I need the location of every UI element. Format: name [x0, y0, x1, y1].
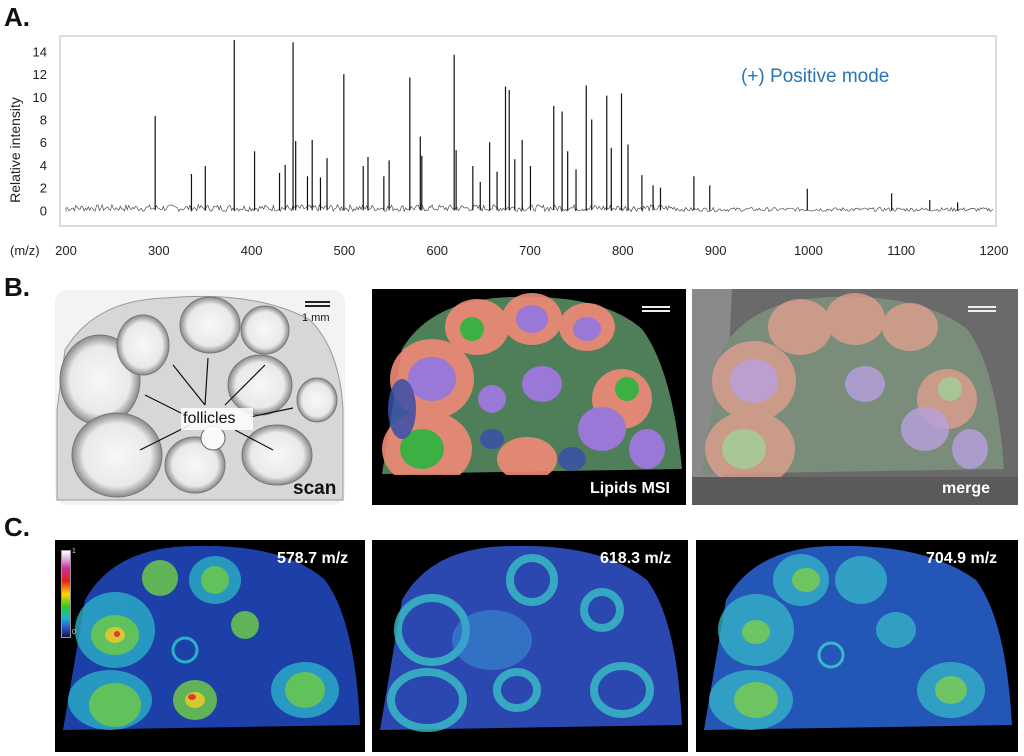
- mode-annotation: (+) Positive mode: [741, 66, 889, 87]
- noise-baseline: [65, 203, 994, 213]
- x-tick-labels: 200 300 400 500 600 700 800 900 1000 1100 1200: [55, 243, 1008, 258]
- y-tick-label: 4: [40, 158, 47, 173]
- panel-label-a: A.: [4, 2, 30, 32]
- y-tick-label: 12: [33, 67, 47, 82]
- x-tick-label: 300: [148, 243, 170, 258]
- y-tick-label: 0: [40, 203, 47, 218]
- x-axis-unit-label: (m/z): [10, 243, 40, 258]
- y-tick-label: 8: [40, 112, 47, 127]
- x-tick-label: 600: [426, 243, 448, 258]
- baseline-noise: [65, 203, 994, 213]
- colorbar-top-label: 1: [72, 548, 76, 555]
- scale-bar-label: 1 mm: [302, 312, 330, 324]
- x-tick-label: 900: [705, 243, 727, 258]
- x-tick-label: 1000: [794, 243, 823, 258]
- mass-spectrum-chart: 0 2 4 6 8 10 12 14 200 300 400 500 600 700 800 900 1000…: [7, 35, 1008, 258]
- merge-image: merge: [692, 289, 1018, 505]
- y-tick-labels: 0 2 4 6 8 10 12 14: [33, 44, 47, 218]
- lipids-msi-image: Lipids MSI: [372, 289, 686, 505]
- ion-image-578: 1 0 578.7 m/z: [55, 540, 365, 752]
- y-tick-label: 14: [33, 44, 47, 59]
- ion-image-label: 578.7 m/z: [277, 550, 349, 567]
- colorbar-bottom-label: 0: [72, 629, 76, 636]
- y-tick-label: 10: [33, 90, 47, 105]
- y-tick-label: 2: [40, 181, 47, 196]
- x-tick-label: 700: [519, 243, 541, 258]
- follicles-label: follicles: [183, 410, 236, 427]
- panel-label-c: C.: [4, 512, 30, 542]
- x-tick-label: 800: [612, 243, 634, 258]
- intensity-colorbar: [61, 550, 71, 638]
- x-tick-label: 1100: [887, 243, 915, 258]
- scan-image: follicles 1 mm scan: [55, 290, 345, 505]
- x-tick-label: 1200: [980, 243, 1009, 258]
- panel-label-b: B.: [4, 272, 30, 302]
- y-axis-label: Relative intensity: [7, 97, 23, 203]
- spectrum-peaks: [154, 40, 959, 211]
- plot-frame: [59, 35, 997, 227]
- x-tick-label: 500: [334, 243, 356, 258]
- ion-image-label: 618.3 m/z: [600, 550, 672, 567]
- y-tick-label: 6: [40, 135, 47, 150]
- scan-label: scan: [293, 478, 337, 499]
- merge-label: merge: [942, 480, 991, 497]
- lipids-msi-label: Lipids MSI: [590, 480, 670, 497]
- ion-image-618: 618.3 m/z: [372, 540, 688, 752]
- ion-image-704: 704.9 m/z: [696, 540, 1018, 752]
- ion-image-label: 704.9 m/z: [926, 550, 998, 567]
- x-tick-label: 200: [55, 243, 77, 258]
- x-tick-label: 400: [241, 243, 263, 258]
